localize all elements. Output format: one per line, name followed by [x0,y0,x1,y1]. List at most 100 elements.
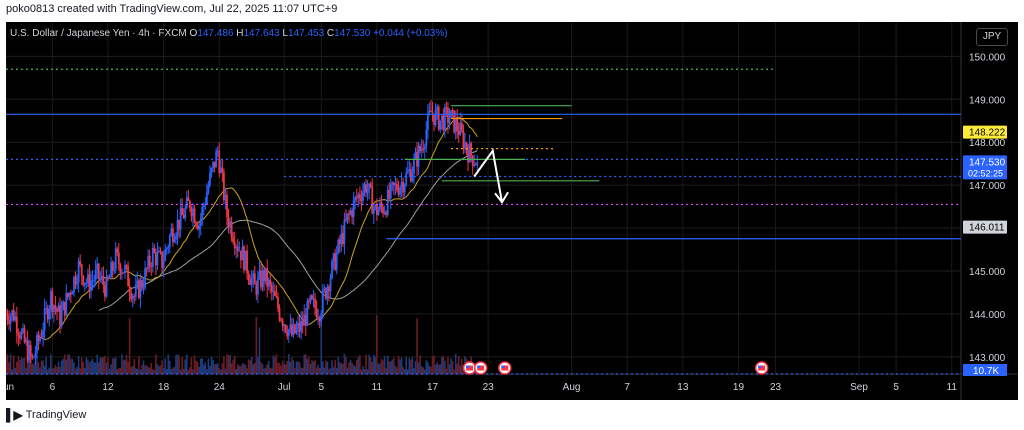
candle-body [141,279,143,288]
candle-body [341,233,344,244]
volume-bar [147,366,149,374]
candle-body [307,301,310,303]
candle-body [422,148,425,150]
volume-bar [258,327,261,374]
volume-bar [130,366,132,374]
candle-body [371,186,374,214]
candle-body [22,328,24,332]
candle-body [304,314,307,326]
candle-body [8,319,10,324]
candle-body [476,162,479,166]
volume-bar [46,369,49,374]
volume-bar [377,363,380,374]
candle-body [436,106,439,111]
volume-bar [25,367,27,374]
volume-bar [51,368,54,374]
candle-body [128,286,131,293]
volume-bar [459,365,462,374]
candle-body [182,214,185,219]
candle-body [88,274,91,292]
candle-body [229,221,231,228]
volume-bar [40,360,43,374]
volume-bar [351,362,353,374]
volume-bar [423,369,426,374]
candle-body [192,208,194,217]
volume-bar [417,362,420,374]
candle-body [320,313,323,322]
volume-bar [93,362,95,374]
candle-body [351,210,354,218]
candle-body [349,210,352,215]
volume-bar [260,362,262,374]
volume-bar [201,358,204,374]
candle-body [448,118,451,124]
candle-body [437,106,440,130]
candle-body [386,189,389,215]
candle-body [447,108,449,124]
candle-body [352,200,355,218]
candle-body [275,295,278,298]
volume-bar [408,357,411,374]
x-tick-label: 24 [214,382,226,393]
candle-body [357,194,360,198]
x-tick-label: 6 [50,382,56,393]
volume-bar [184,359,187,374]
candle-body [136,280,139,285]
us-flag-stripe [501,365,509,371]
x-tick-label: Jul [278,382,291,393]
volume-bar [346,367,349,374]
volume-bar [442,356,445,374]
currency-button[interactable]: JPY [976,28,1008,46]
volume-bar [37,362,40,374]
candle-body [40,337,43,339]
candle-body [48,309,51,320]
candle-body [328,286,330,292]
candle-body [76,282,78,285]
volume-bar [223,356,225,374]
volume-bar [156,364,159,374]
volume-bar [12,355,15,374]
candle-body [204,203,207,206]
volume-bar [257,357,259,374]
candle-body [230,221,233,238]
price-label: 146.011 [969,223,1005,234]
volume-bar [88,362,91,374]
candle-body [39,337,41,342]
candle-body [280,319,282,321]
candle-body [252,273,255,279]
volume-bar [6,354,9,374]
candle-body [433,114,435,126]
price-chart[interactable]: 150.000149.000148.000147.000146.000145.0… [6,22,1018,400]
candle-body [406,171,409,173]
chart-frame[interactable]: 150.000149.000148.000147.000146.000145.0… [6,22,1018,400]
candle-body [113,269,116,271]
candle-body [105,276,108,297]
candle-body [315,308,318,318]
volume-bar [150,363,153,374]
volume-bar [311,360,313,374]
candle-body [100,275,103,279]
volume-bar [287,354,290,374]
volume-bar [16,361,18,374]
volume-bar [90,360,92,374]
volume-bar [380,358,383,374]
volume-bar [393,357,395,374]
volume-bar [23,357,26,374]
candle-body [210,168,213,173]
volume-bar [448,364,451,374]
candle-body [287,329,290,337]
volume-bar [229,355,231,374]
volume-bar [135,368,137,374]
candle-body [71,292,74,295]
volume-bar [43,365,46,374]
volume-bar [338,362,341,374]
candle-body [108,277,111,279]
volume-bar [371,362,374,374]
candle-body [187,197,190,201]
volume-bar [99,357,102,374]
volume-bar [272,355,275,374]
volume-bar [437,364,440,374]
volume-bar [320,318,323,374]
candle-body [17,333,20,336]
candle-body [459,122,462,135]
